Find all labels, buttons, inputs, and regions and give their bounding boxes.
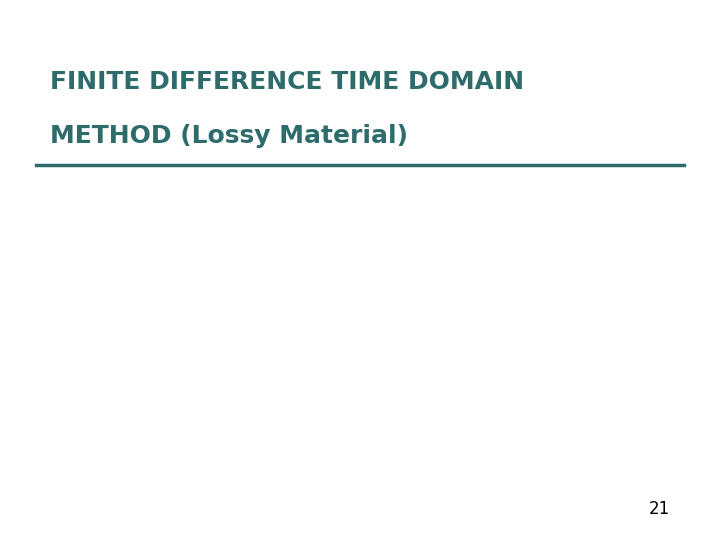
Text: 21: 21: [648, 501, 670, 518]
Text: METHOD (Lossy Material): METHOD (Lossy Material): [50, 124, 408, 148]
Title: time step 50: time step 50: [364, 163, 443, 176]
X-axis label: Space Steps: Space Steps: [364, 473, 442, 486]
Y-axis label: Ez: Ez: [107, 306, 120, 320]
Text: FINITE DIFFERENCE TIME DOMAIN: FINITE DIFFERENCE TIME DOMAIN: [50, 70, 525, 94]
